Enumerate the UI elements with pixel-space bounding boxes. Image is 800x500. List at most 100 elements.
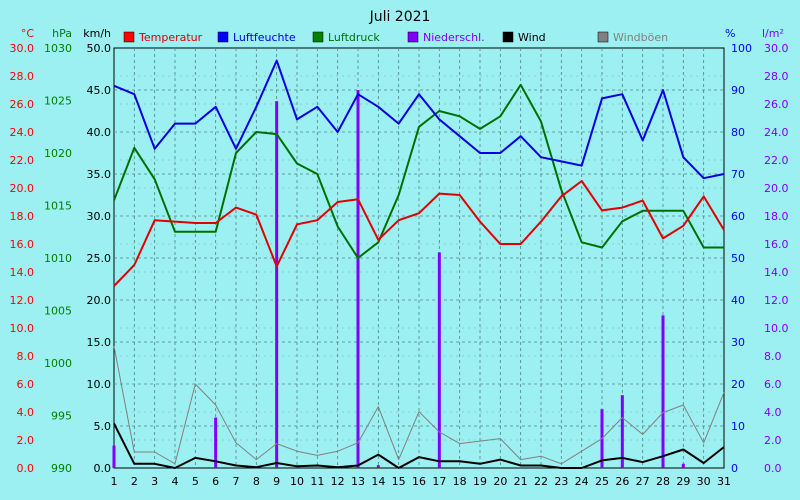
axes: 1 2 3 4 5 6 7 8 9 10 11 12 13 14 15 16 17 18 19 20 21 22 23 24 2… (10, 27, 789, 488)
pressure-axis-tick-label: 1015 (44, 200, 72, 213)
x-tick-label: 28 (656, 475, 670, 488)
rain-axis-tick-label: 6.0 (764, 378, 782, 391)
legend-swatch (407, 31, 419, 43)
rain-axis-tick-label: 4.0 (764, 406, 782, 419)
rain-bar (661, 315, 665, 468)
chart-title: Juli 2021 (369, 9, 431, 25)
rain-bar (275, 101, 279, 468)
x-tick-label: 2 (131, 475, 138, 488)
x-tick-label: 9 (273, 475, 280, 488)
wind-axis-tick-label: 35.0 (87, 168, 112, 181)
pressure-axis-tick-label: 1020 (44, 147, 72, 160)
x-tick-label: 26 (615, 475, 629, 488)
temp-axis-tick-label: 8.0 (17, 350, 35, 363)
x-tick-label: 24 (575, 475, 589, 488)
x-tick-label: 21 (514, 475, 528, 488)
humidity-axis-tick-label: 40 (731, 294, 745, 307)
pressure-axis-tick-label: 1030 (44, 42, 72, 55)
wind-axis-tick-label: 40.0 (87, 126, 112, 139)
rain-bar (356, 90, 360, 468)
rain-axis-tick-label: 20.0 (764, 182, 789, 195)
x-tick-label: 19 (473, 475, 487, 488)
wind-axis-tick-label: 5.0 (94, 420, 112, 433)
x-tick-label: 20 (493, 475, 507, 488)
wind-axis-tick-label: 45.0 (87, 84, 112, 97)
temp-axis-tick-label: 12.0 (10, 294, 35, 307)
x-tick-label: 23 (554, 475, 568, 488)
humidity-axis-tick-label: 50 (731, 252, 745, 265)
humidity-axis-tick-label: 20 (731, 378, 745, 391)
wind-axis-tick-label: 25.0 (87, 252, 112, 265)
wind-axis-unit-label: km/h (83, 27, 111, 40)
rain-axis-unit-label: l/m² (762, 27, 784, 40)
series-line-wind (113, 423, 725, 469)
wind-axis-tick-label: 15.0 (87, 336, 112, 349)
rain-axis-tick-label: 14.0 (764, 266, 789, 279)
x-tick-label: 8 (253, 475, 260, 488)
rain-axis-tick-label: 2.0 (764, 434, 782, 447)
wind-axis-tick-label: 50.0 (87, 42, 112, 55)
temp-axis-tick-label: 2.0 (17, 434, 35, 447)
rain-bar (376, 465, 380, 468)
legend-label: Niederschl. (423, 31, 485, 44)
temp-axis-tick-label: 28.0 (10, 70, 35, 83)
pressure-axis-tick-label: 1010 (44, 252, 72, 265)
x-tick-label: 13 (351, 475, 365, 488)
x-tick-label: 3 (151, 475, 158, 488)
x-tick-label: 4 (172, 475, 179, 488)
pressure-axis-tick-label: 995 (51, 410, 72, 423)
temp-axis-tick-label: 20.0 (10, 182, 35, 195)
temp-axis-tick-label: 4.0 (17, 406, 35, 419)
x-tick-label: 30 (697, 475, 711, 488)
temp-axis-tick-label: 18.0 (10, 210, 35, 223)
legend-swatch (597, 31, 609, 43)
wind-axis-tick-label: 10.0 (87, 378, 112, 391)
legend-label: Windböen (613, 31, 668, 44)
humidity-axis-unit-label: % (725, 27, 735, 40)
x-tick-label: 6 (212, 475, 219, 488)
humidity-axis-tick-label: 100 (731, 42, 752, 55)
x-tick-label: 16 (412, 475, 426, 488)
temp-axis-tick-label: 30.0 (10, 42, 35, 55)
rain-bar (620, 395, 624, 468)
temp-axis-tick-label: 14.0 (10, 266, 35, 279)
rain-bar (112, 445, 116, 468)
rain-axis-tick-label: 22.0 (764, 154, 789, 167)
humidity-axis-tick-label: 10 (731, 420, 745, 433)
wind-axis-tick-label: 0.0 (94, 462, 112, 475)
temp-axis-tick-label: 6.0 (17, 378, 35, 391)
series-line-windben (113, 346, 725, 465)
rain-bar (437, 252, 441, 468)
humidity-axis-tick-label: 30 (731, 336, 745, 349)
legend-label: Temperatur (138, 31, 203, 44)
series-line-luftdruck (113, 83, 724, 259)
pressure-axis-tick-label: 990 (51, 462, 72, 475)
legend-swatch (312, 31, 324, 43)
pressure-axis-tick-label: 1000 (44, 357, 72, 370)
x-tick-label: 15 (392, 475, 406, 488)
temp-axis-tick-label: 10.0 (10, 322, 35, 335)
x-tick-label: 27 (636, 475, 650, 488)
pressure-axis-tick-label: 1025 (44, 95, 72, 108)
x-tick-label: 22 (534, 475, 548, 488)
humidity-axis-tick-label: 80 (731, 126, 745, 139)
x-tick-label: 7 (233, 475, 240, 488)
x-tick-label: 31 (717, 475, 731, 488)
x-tick-label: 5 (192, 475, 199, 488)
temp-axis-tick-label: 0.0 (17, 462, 35, 475)
temp-axis-tick-label: 24.0 (10, 126, 35, 139)
temp-axis-tick-label: 26.0 (10, 98, 35, 111)
wind-axis-tick-label: 30.0 (87, 210, 112, 223)
legend-swatch (123, 31, 135, 43)
x-tick-label: 12 (331, 475, 345, 488)
rain-axis-tick-label: 18.0 (764, 210, 789, 223)
x-tick-label: 10 (290, 475, 304, 488)
x-tick-label: 17 (432, 475, 446, 488)
grid-lines (113, 47, 725, 469)
humidity-axis-tick-label: 70 (731, 168, 745, 181)
rain-axis-tick-label: 26.0 (764, 98, 789, 111)
pressure-axis-unit-label: hPa (52, 27, 72, 40)
rain-axis-tick-label: 0.0 (764, 462, 782, 475)
rain-axis-tick-label: 30.0 (764, 42, 789, 55)
rain-axis-tick-label: 8.0 (764, 350, 782, 363)
